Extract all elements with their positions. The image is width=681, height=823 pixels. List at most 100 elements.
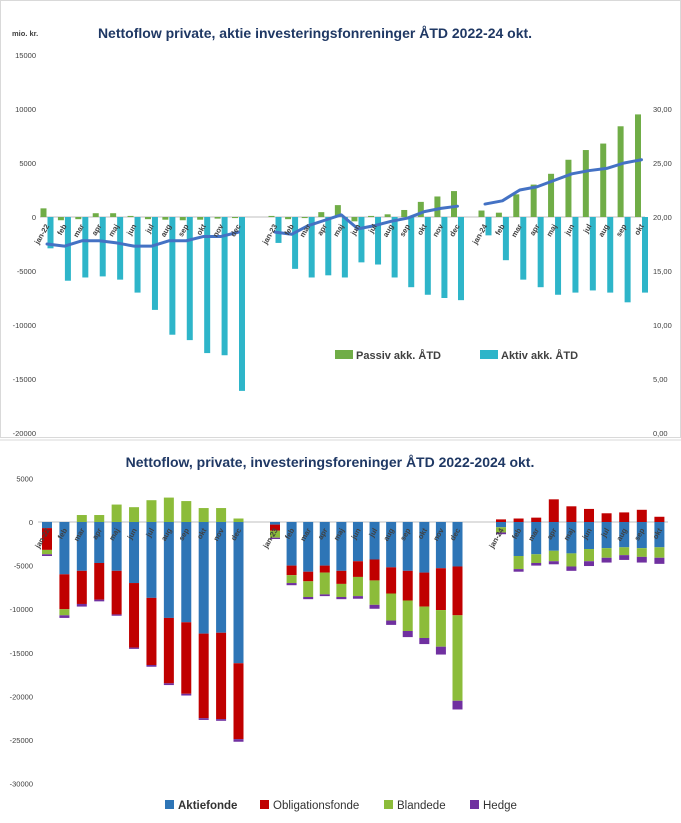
chart-1-bar-passiv bbox=[451, 191, 457, 217]
chart-2-bar-obligationsfonde bbox=[496, 519, 506, 522]
chart-2-y-tick-label: -15000 bbox=[10, 649, 33, 658]
chart-1-y2-tick-label: 15,00 bbox=[653, 267, 672, 276]
chart-1-y-tick-label: -20000 bbox=[13, 429, 36, 438]
chart-2-y-tick-label: -25000 bbox=[10, 736, 33, 745]
chart-1-y2-tick-label: 30,00 bbox=[653, 105, 672, 114]
chart-2-bar-aktiefonde bbox=[619, 522, 630, 548]
chart-2-bar-aktiefonde bbox=[654, 522, 665, 548]
chart-1-bar-aktiv bbox=[325, 217, 332, 276]
chart-1-bar-passiv bbox=[582, 150, 589, 217]
chart-2-y-tick-label: 5000 bbox=[16, 474, 33, 483]
chart-1-bar-passiv bbox=[127, 215, 134, 217]
chart-2-bar-aktiefonde bbox=[419, 522, 430, 573]
chart-2-bar-hedge bbox=[619, 555, 630, 560]
chart-2-bar-blandede bbox=[352, 576, 363, 597]
chart-1-bar-passiv bbox=[232, 217, 238, 219]
chart-1-y-tick-label: 0 bbox=[32, 213, 36, 222]
chart-2-bar-blandede bbox=[319, 572, 330, 595]
chart-1-category-label: jul bbox=[366, 223, 379, 236]
chart-2-bar-hedge bbox=[531, 562, 542, 566]
chart-2-bar-hedge bbox=[146, 665, 157, 667]
chart-1-bar-passiv bbox=[368, 215, 375, 217]
chart-1-bar-aktiv bbox=[239, 217, 245, 391]
chart-2-bar-hedge bbox=[59, 615, 70, 618]
chart-2-bar-aktiefonde bbox=[111, 522, 122, 571]
chart-1-bar-aktiv bbox=[458, 217, 464, 301]
chart-1-line-series bbox=[45, 230, 240, 248]
chart-2-bar-obligationsfonde bbox=[584, 508, 594, 522]
chart-1-bar-passiv bbox=[565, 159, 572, 217]
chart-1-bar-aktiv bbox=[589, 217, 596, 291]
chart-2-y-tick-label: -10000 bbox=[10, 605, 33, 614]
chart-2-bar-hedge bbox=[566, 566, 577, 571]
chart-1-bar-passiv bbox=[600, 143, 607, 217]
chart-2-bar-aktiefonde bbox=[435, 522, 446, 569]
chart-2-bar-blandede bbox=[513, 556, 524, 570]
chart-2-bar-blandede bbox=[270, 530, 280, 538]
chart-1-y-tick-label: 5000 bbox=[19, 159, 36, 168]
chart-1-bar-aktiv bbox=[391, 217, 398, 278]
chart-2-bar-blandede bbox=[146, 500, 157, 522]
chart-1-bar-passiv bbox=[144, 217, 151, 220]
chart-2-bar-obligationsfonde bbox=[146, 597, 157, 666]
chart-1-legend-swatch-aktiv bbox=[480, 350, 498, 359]
chart-2-bar-hedge bbox=[636, 556, 647, 563]
chart-1-bar-passiv bbox=[268, 215, 275, 217]
chart-2-bar-aktiefonde bbox=[59, 522, 70, 575]
chart-1-bar-aktiv bbox=[520, 217, 527, 280]
chart-1-bar-aktiv bbox=[151, 217, 158, 310]
chart-2-bar-aktiefonde bbox=[198, 522, 209, 634]
chart-2-legend-label-hedge: Hedge bbox=[483, 800, 517, 812]
chart-2-category-label: jul bbox=[144, 527, 157, 540]
chart-2-bar-blandede bbox=[181, 501, 192, 522]
chart-2-bar-blandede bbox=[496, 527, 506, 533]
chart-1-legend-swatch-passiv bbox=[335, 350, 353, 359]
chart-1-bar-aktiv bbox=[572, 217, 579, 293]
chart-2-bar-obligationsfonde bbox=[94, 562, 105, 600]
chart-2-bar-hedge bbox=[129, 647, 140, 649]
chart-2-bar-obligationsfonde bbox=[419, 572, 430, 607]
chart-1-bar-aktiv bbox=[134, 217, 141, 293]
chart-2-bar-aktiefonde bbox=[601, 522, 612, 549]
chart-2-bar-obligationsfonde bbox=[42, 528, 52, 550]
chart-2-legend-label-blandede: Blandede bbox=[397, 800, 446, 812]
chart-1-bar-passiv bbox=[401, 209, 408, 217]
chart-2-bar-blandede bbox=[59, 609, 70, 616]
chart-1-bar-passiv bbox=[301, 217, 308, 219]
chart-2-bar-aktiefonde bbox=[513, 522, 524, 557]
chart-1-y2-tick-label: 10,00 bbox=[653, 321, 672, 330]
chart-1-bar-aktiv bbox=[82, 217, 89, 278]
chart-1-bar-aktiv bbox=[169, 217, 176, 335]
chart-1-bar-aktiv bbox=[555, 217, 562, 295]
chart-1-y-tick-label: -5000 bbox=[17, 267, 36, 276]
chart-2-bar-hedge bbox=[163, 683, 174, 686]
chart-2-bar-obligationsfonde bbox=[636, 509, 647, 522]
chart-2-bar-obligationsfonde bbox=[59, 574, 70, 610]
chart-2-bar-blandede bbox=[452, 615, 463, 701]
chart-1-bar-passiv bbox=[57, 217, 64, 221]
chart-1-bar-aktiv bbox=[642, 217, 648, 293]
chart-1-bar-aktiv bbox=[358, 217, 365, 263]
chart-2-bar-blandede bbox=[233, 518, 244, 522]
chart-2-bar-blandede bbox=[94, 515, 105, 522]
chart-2-bar-blandede bbox=[386, 593, 397, 621]
chart-2-bar-hedge bbox=[435, 646, 446, 655]
chart-1-bar-aktiv bbox=[64, 217, 71, 281]
chart-2-bar-obligationsfonde bbox=[76, 570, 87, 604]
chart-2-bar-blandede bbox=[129, 507, 140, 522]
chart-2-bar-blandede bbox=[566, 553, 577, 567]
chart-2-bar-hedge bbox=[548, 561, 559, 565]
chart-2-bar-obligationsfonde bbox=[513, 518, 524, 522]
chart-2-bar-blandede bbox=[336, 583, 347, 597]
chart-1-bar-aktiv bbox=[502, 217, 509, 261]
chart-2-legend-label-obligationsfonde: Obligationsfonde bbox=[273, 800, 359, 812]
chart-2-bar-aktiefonde bbox=[452, 522, 463, 567]
chart-2-bar-obligationsfonde bbox=[619, 512, 630, 522]
chart-2-bar-obligationsfonde bbox=[181, 622, 192, 694]
chart-1-bar-aktiv bbox=[117, 217, 124, 280]
chart-1-bar-aktiv bbox=[341, 217, 348, 278]
chart-1-bar-passiv bbox=[617, 126, 624, 217]
chart-2-bar-hedge bbox=[452, 700, 463, 710]
chart-2-bar-blandede bbox=[654, 547, 665, 558]
